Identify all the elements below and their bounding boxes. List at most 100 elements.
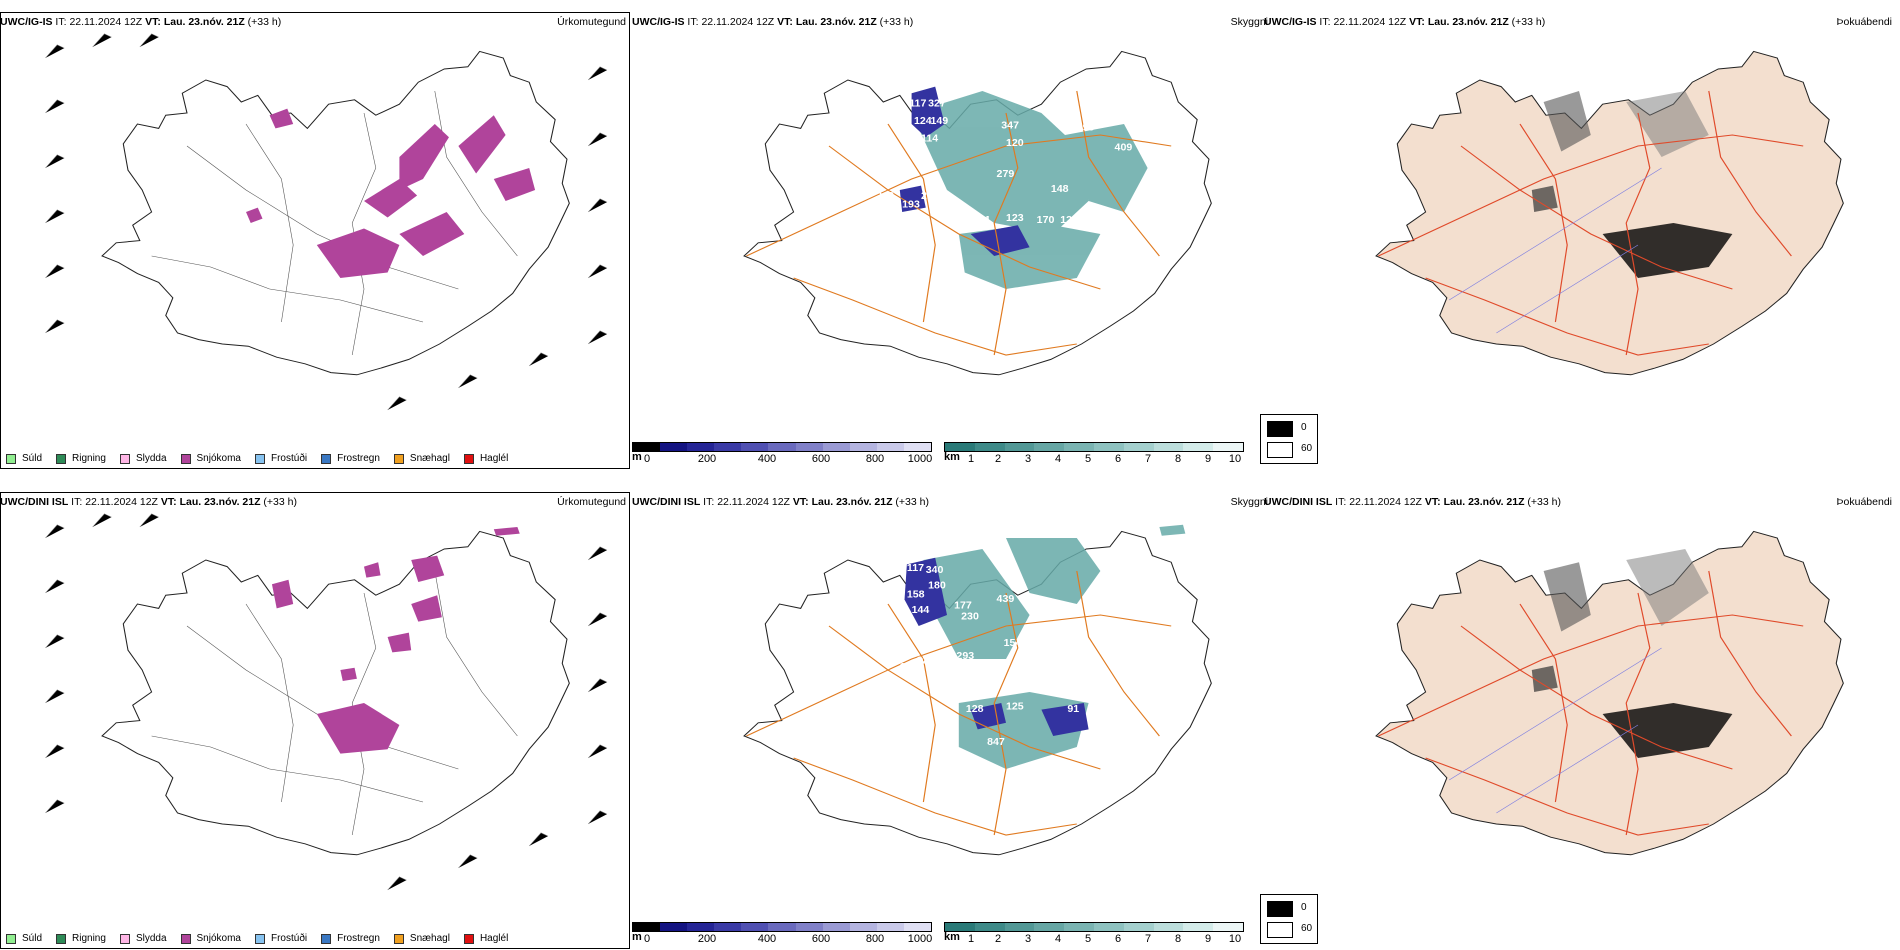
panel-title: Þokuábendi [1836, 496, 1892, 508]
colorbar-ticks: 0 200 400 600 800 1000 [643, 933, 933, 945]
colorbar-step [741, 443, 769, 451]
precip-panel-top: UWC/IG-IS IT: 22.11.2024 12Z VT: Lau. 23… [0, 8, 632, 470]
colorbar-unit: m [632, 451, 642, 463]
legend-item: Haglél [463, 453, 508, 464]
fog-areas [1531, 549, 1733, 758]
height-label: 154 [1004, 638, 1022, 649]
cloud-map: 117 340 158 180 144 177 230 439 293 154 … [743, 524, 1212, 856]
fog-panel-top: UWC/IG-IS IT: 22.11.2024 12Z VT: Lau. 23… [1260, 8, 1896, 470]
precip-type-legend: Súld Rigning Slydda Snjókoma Frostúði Fr… [6, 453, 522, 464]
colorbar-step [714, 923, 742, 931]
vis-areas [911, 91, 1148, 289]
map-frame [0, 12, 630, 469]
legend-item: Haglél [463, 933, 508, 944]
colorbar-step [714, 443, 742, 451]
colorbar-step [903, 923, 932, 931]
legend-item: Súld [6, 933, 42, 944]
height-label: 243 [876, 191, 894, 202]
colorbar-step [903, 443, 932, 451]
height-label: 158 [907, 590, 925, 601]
height-label: 340 [926, 565, 944, 576]
height-label: 120 [1006, 138, 1024, 149]
colorbar-step [876, 443, 904, 451]
cloud-map: 117 327 124 149 114 347 120 279 122 196 … [743, 50, 1212, 376]
legend-item: Rigning [56, 933, 106, 944]
height-label: 149 [930, 116, 948, 127]
height-label: 124 [914, 116, 932, 127]
colorbar-step [1004, 923, 1035, 931]
legend-swatch [1267, 442, 1293, 458]
colorbar-step [822, 443, 850, 451]
height-label: 193 [902, 200, 920, 211]
run-header: UWC/DINI ISL IT: 22.11.2024 12Z VT: Lau.… [1264, 496, 1561, 508]
run-header: UWC/DINI ISL IT: 22.11.2024 12Z VT: Lau.… [632, 496, 929, 508]
colorbar-step [945, 443, 975, 451]
colorbar-step [1183, 443, 1214, 451]
map-frame [0, 492, 630, 949]
colorbar-ticks: 1 2 3 4 5 6 7 8 9 10 [967, 933, 1242, 945]
height-colorbar: m 0 200 400 600 800 1000 [632, 442, 932, 465]
height-label: 391 [1100, 112, 1118, 123]
road-lines [746, 90, 1172, 356]
colorbar-step [974, 443, 1005, 451]
colorbar-step [795, 443, 823, 451]
colorbar-step [1183, 923, 1214, 931]
legend-item: Slydda [119, 453, 167, 464]
panel-title: Skyggni [1230, 496, 1268, 508]
fog-map [1375, 530, 1844, 856]
height-label: 293 [956, 651, 974, 662]
colorbar-step [660, 443, 688, 451]
vis-colorbar: km 1 2 3 4 5 6 7 8 9 10 [944, 442, 1244, 465]
height-colorbar: m 0 200 400 600 800 1000 [632, 922, 933, 945]
colorbar-step [1093, 923, 1124, 931]
precip-panel-bottom: UWC/DINI ISL IT: 22.11.2024 12Z VT: Lau.… [0, 488, 632, 950]
colorbar-step [1123, 443, 1154, 451]
river-lines [1449, 647, 1662, 814]
legend-label: 60 [1301, 923, 1313, 934]
legend-swatch [1267, 922, 1293, 938]
height-label: 117 [907, 563, 924, 574]
height-label: 170 [1037, 215, 1055, 226]
iceland-outline [1375, 50, 1844, 376]
colorbar-step [849, 443, 877, 451]
colorbar-step [822, 923, 850, 931]
panel-title: Skyggni [1230, 16, 1268, 28]
colorbar-ticks: 1 2 3 4 5 6 7 8 9 10 [967, 453, 1242, 465]
height-label: 409 [1115, 143, 1133, 154]
cloud-panel-bottom: UWC/DINI ISL IT: 22.11.2024 12Z VT: Lau.… [632, 488, 1268, 950]
legend-item: Rigning [56, 453, 106, 464]
colorbar-step [876, 923, 904, 931]
run-header: UWC/IG-IS IT: 22.11.2024 12Z VT: Lau. 23… [1264, 16, 1546, 28]
run-header: UWC/IG-IS IT: 22.11.2024 12Z VT: Lau. 23… [0, 16, 282, 28]
height-label: 148 [1051, 184, 1069, 195]
vis-areas [923, 524, 1186, 769]
low-cloud-areas [899, 86, 1030, 256]
fog-map [1375, 50, 1844, 376]
height-label: 125 [1084, 686, 1102, 697]
colorbar-step [741, 923, 769, 931]
snow-areas [246, 108, 536, 278]
road-lines [1378, 570, 1804, 836]
fog-panel-bottom: UWC/DINI ISL IT: 22.11.2024 12Z VT: Lau.… [1260, 488, 1896, 950]
legend-item: Súld [6, 453, 42, 464]
colorbar-step [1004, 443, 1035, 451]
height-label: 327 [928, 99, 946, 110]
colorbar-step [1213, 923, 1243, 931]
height-label: 279 [997, 169, 1015, 180]
height-label: 176 [900, 662, 918, 673]
precip-map [45, 33, 608, 411]
colorbar-step [974, 923, 1005, 931]
colorbar-step [795, 923, 823, 931]
colorbar-unit: m [632, 931, 642, 943]
height-label: 347 [1001, 121, 1019, 132]
height-label: 91 [1067, 704, 1079, 715]
height-label: 211 [921, 191, 938, 202]
height-labels: 117 327 124 149 114 347 120 279 122 196 … [876, 90, 1132, 226]
height-labels: 117 340 158 180 144 177 230 439 293 154 … [900, 563, 1102, 747]
iceland-outline [1375, 530, 1844, 856]
iceland-outline [101, 530, 570, 856]
legend-item: Frostregn [321, 453, 380, 464]
precip-map [45, 513, 608, 891]
legend-item: Frostúði [254, 453, 307, 464]
colorbar-step [945, 923, 975, 931]
